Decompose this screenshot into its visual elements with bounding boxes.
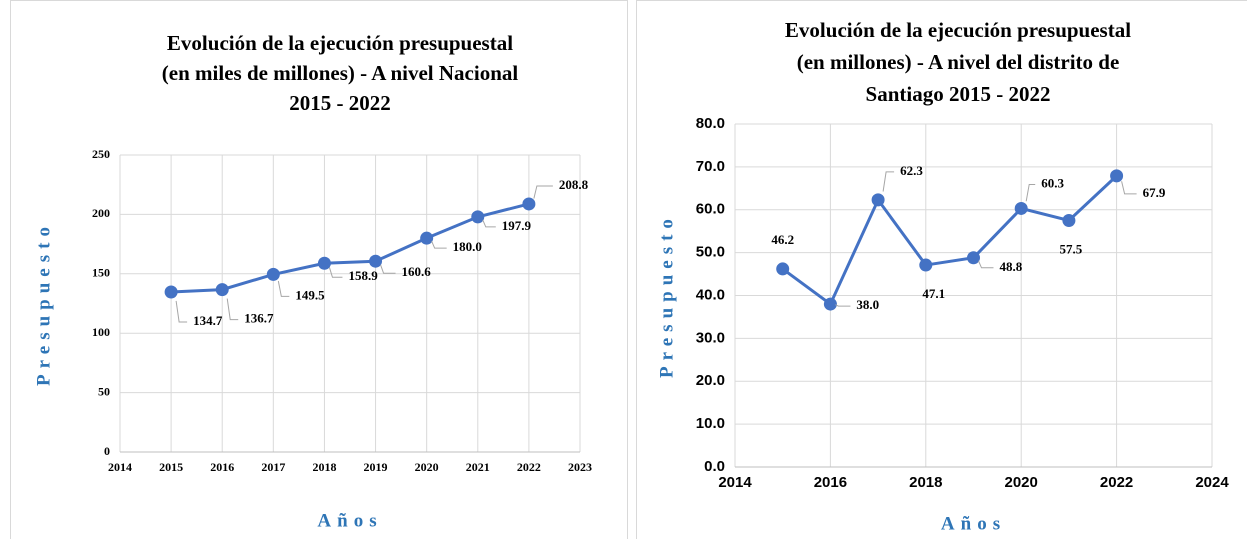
y-tick-label: 50 bbox=[98, 384, 110, 398]
marker bbox=[967, 251, 980, 265]
x-tick-label: 2018 bbox=[909, 474, 942, 491]
chart-title: (en miles de millones) - A nivel Naciona… bbox=[162, 61, 519, 85]
marker bbox=[776, 262, 790, 276]
data-label: 158.9 bbox=[348, 268, 378, 283]
y-tick-label: 0.0 bbox=[704, 458, 725, 475]
marker bbox=[1110, 169, 1124, 183]
leader-line bbox=[226, 298, 239, 321]
y-tick-label: 50.0 bbox=[696, 244, 725, 261]
data-label: 134.7 bbox=[193, 313, 223, 328]
x-tick-label: 2023 bbox=[568, 460, 592, 474]
data-label: 62.3 bbox=[900, 163, 923, 178]
leader-line bbox=[882, 171, 895, 192]
x-axis-label: Años bbox=[941, 513, 1006, 534]
y-tick-label: 150 bbox=[92, 266, 110, 280]
y-tick-label: 80.0 bbox=[696, 115, 725, 132]
leader-line bbox=[380, 264, 396, 274]
marker bbox=[317, 256, 331, 270]
data-label: 67.9 bbox=[1143, 185, 1166, 200]
x-tick-label: 2016 bbox=[210, 460, 234, 474]
data-label: 197.9 bbox=[502, 218, 532, 233]
y-tick-label: 70.0 bbox=[696, 158, 725, 175]
marker bbox=[471, 210, 485, 224]
data-label: 208.8 bbox=[559, 177, 589, 192]
chart-title: 2015 - 2022 bbox=[289, 91, 391, 115]
y-tick-label: 30.0 bbox=[696, 329, 725, 346]
data-label: 38.0 bbox=[856, 297, 879, 312]
chart-title: (en millones) - A nivel del distrito de bbox=[797, 50, 1120, 74]
chart-title: Evolución de la ejecución presupuestal bbox=[785, 18, 1131, 42]
x-tick-label: 2019 bbox=[364, 460, 388, 474]
chart-frame bbox=[636, 0, 1247, 539]
marker bbox=[1062, 213, 1076, 227]
leader-line bbox=[175, 300, 188, 323]
leader-line bbox=[835, 304, 851, 307]
y-axis-label: Presupuesto bbox=[33, 221, 54, 386]
marker bbox=[871, 193, 885, 207]
x-axis-label: Años bbox=[317, 510, 382, 531]
x-tick-label: 2015 bbox=[159, 460, 183, 474]
x-tick-label: 2016 bbox=[814, 474, 847, 491]
leader-line bbox=[1025, 183, 1036, 202]
y-tick-label: 200 bbox=[92, 206, 110, 220]
leader-line bbox=[431, 240, 447, 249]
leader-line bbox=[482, 219, 496, 228]
data-label: 47.1 bbox=[922, 286, 945, 301]
y-tick-label: 100 bbox=[92, 325, 110, 339]
marker bbox=[164, 285, 178, 299]
marker bbox=[1014, 201, 1028, 215]
y-tick-label: 250 bbox=[92, 147, 110, 161]
data-label: 149.5 bbox=[295, 287, 325, 302]
x-tick-label: 2014 bbox=[718, 474, 752, 491]
leader-line bbox=[328, 267, 343, 278]
y-tick-label: 20.0 bbox=[696, 372, 725, 389]
chart-frame bbox=[10, 0, 628, 539]
y-tick-label: 10.0 bbox=[696, 415, 725, 432]
x-tick-label: 2022 bbox=[1100, 474, 1133, 491]
leader-line bbox=[277, 280, 290, 297]
marker bbox=[420, 231, 434, 245]
x-tick-label: 2014 bbox=[108, 460, 132, 474]
data-label: 46.2 bbox=[771, 232, 794, 247]
line bbox=[171, 202, 530, 294]
x-tick-label: 2020 bbox=[1005, 474, 1038, 491]
data-label: 48.8 bbox=[1000, 259, 1023, 274]
x-tick-label: 2018 bbox=[312, 460, 336, 474]
y-axis-label: Presupuesto bbox=[656, 213, 677, 378]
x-tick-label: 2017 bbox=[261, 460, 285, 474]
data-label: 160.6 bbox=[402, 264, 432, 279]
chart-title: Evolución de la ejecución presupuestal bbox=[167, 31, 513, 55]
marker bbox=[215, 283, 229, 297]
y-tick-label: 60.0 bbox=[696, 201, 725, 218]
leader-line bbox=[978, 260, 994, 269]
marker bbox=[369, 254, 383, 268]
leader-line bbox=[1121, 181, 1137, 195]
x-tick-label: 2021 bbox=[466, 460, 490, 474]
data-label: 136.7 bbox=[244, 311, 274, 326]
marker bbox=[266, 267, 280, 281]
y-tick-label: 40.0 bbox=[696, 286, 725, 303]
line bbox=[781, 174, 1118, 307]
marker bbox=[919, 258, 933, 272]
y-tick-label: 0 bbox=[104, 444, 110, 458]
chart-title: Santiago 2015 - 2022 bbox=[866, 82, 1051, 106]
leader-line bbox=[533, 185, 553, 199]
marker bbox=[823, 297, 837, 311]
data-label: 180.0 bbox=[453, 239, 482, 254]
x-tick-label: 2020 bbox=[415, 460, 439, 474]
x-tick-label: 2022 bbox=[517, 460, 541, 474]
data-label: 57.5 bbox=[1060, 241, 1083, 256]
marker bbox=[522, 197, 536, 211]
data-label: 60.3 bbox=[1041, 175, 1064, 190]
x-tick-label: 2024 bbox=[1195, 474, 1229, 491]
